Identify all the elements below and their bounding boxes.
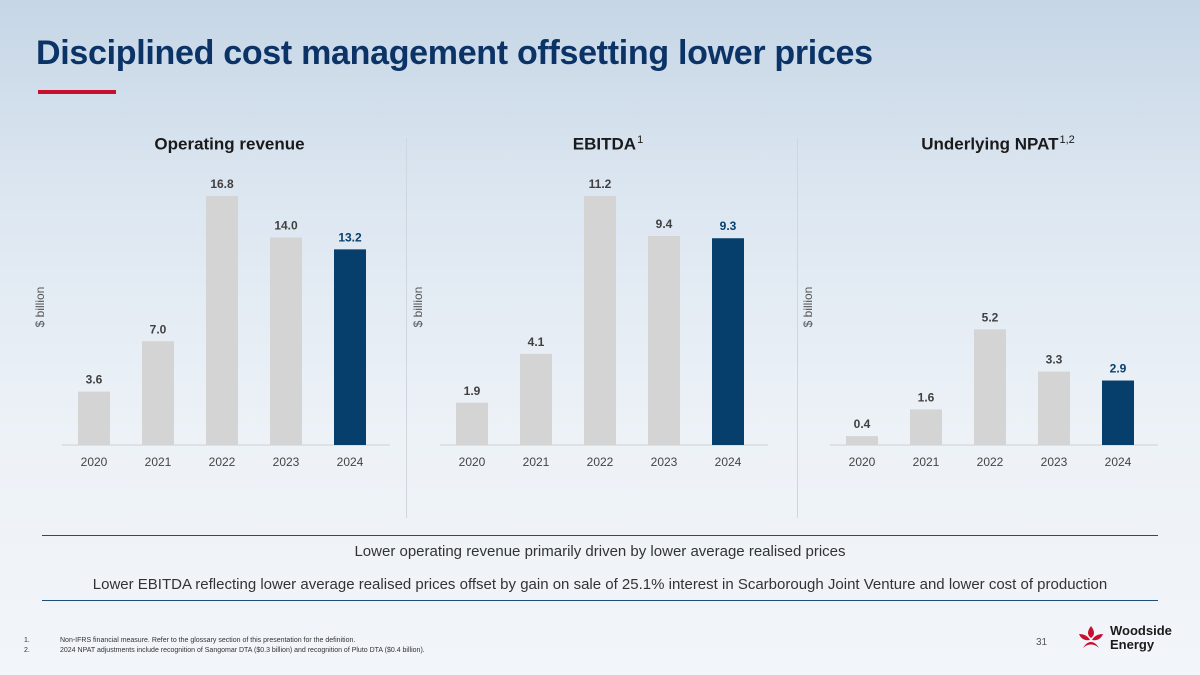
x-tick-label-2023: 2023 [1041,455,1068,469]
data-label-2023: 3.3 [1046,353,1063,367]
x-tick-label-2021: 2021 [523,455,550,469]
ebitda-chart: EBITDA1 $ billion 1.9 2020 4.1 2021 11.2 2022… [411,130,798,470]
bar-2020 [78,391,110,445]
data-label-2021: 4.1 [528,335,545,349]
data-label-2022: 11.2 [589,177,612,191]
x-tick-label-2020: 2020 [849,455,876,469]
data-label-2023: 9.4 [656,217,673,231]
bar-2021 [520,353,552,445]
data-label-2024: 2.9 [1110,362,1127,376]
x-tick-label-2024: 2024 [1105,455,1132,469]
bar-2023 [648,236,680,445]
panel-divider [797,138,798,518]
operating-revenue-chart: Operating revenue $ billion 3.6 2020 7.0 20… [33,130,420,470]
bar-2022 [974,329,1006,445]
chart-title: Underlying NPAT1,2 [921,134,1075,154]
notes-bottom-rule [42,600,1158,601]
data-label-2024: 9.3 [720,219,737,233]
x-tick-label-2023: 2023 [651,455,678,469]
bar-2022 [584,196,616,445]
footnote: 2. 2024 NPAT adjustments include recognit… [24,647,425,654]
data-label-2020: 1.9 [464,384,481,398]
panel-divider [406,138,407,518]
data-label-2021: 1.6 [918,390,935,404]
bar-chart-svg: 3.6 2020 7.0 2021 16.8 2022 14.0 2023 13.2 2024 [62,177,390,469]
bar-2024 [712,238,744,445]
woodside-logo-icon [1079,626,1103,648]
page-number: 31 [1036,637,1048,648]
bar-2021 [910,409,942,445]
data-label-2020: 0.4 [854,417,871,431]
x-tick-label-2022: 2022 [209,455,236,469]
x-tick-label-2021: 2021 [913,455,940,469]
bar-2024 [334,249,366,445]
data-label-2023: 14.0 [274,219,298,233]
x-tick-label-2024: 2024 [715,455,742,469]
bar-2023 [1038,371,1070,445]
bar-2022 [206,196,238,445]
underlying-npat-chart: Underlying NPAT1,2 $ billion 0.4 2020 1.6 2… [801,130,1188,470]
data-label-2022: 5.2 [982,310,999,324]
commentary-revenue: Lower operating revenue primarily driven… [354,543,846,560]
title-underline [38,90,116,94]
company-logo: Woodside Energy [1076,624,1172,652]
x-tick-label-2021: 2021 [145,455,172,469]
bar-2024 [1102,380,1134,445]
bar-2020 [456,402,488,445]
footnotes: 1. Non-IFRS financial measure. Refer to t… [24,636,425,656]
chart-title: Operating revenue [154,134,305,154]
data-label-2024: 13.2 [338,230,362,244]
x-tick-label-2023: 2023 [273,455,300,469]
page-title: Disciplined cost management offsetting l… [36,34,873,72]
bar-chart-svg: 0.4 2020 1.6 2021 5.2 2022 3.3 2023 2.9 2024 [830,310,1158,469]
data-label-2020: 3.6 [86,373,103,387]
logo-wordmark: Woodside Energy [1110,623,1172,652]
footnote: 1. Non-IFRS financial measure. Refer to t… [24,637,356,644]
x-tick-label-2020: 2020 [81,455,108,469]
data-label-2022: 16.8 [210,177,234,191]
x-tick-label-2022: 2022 [587,455,614,469]
x-tick-label-2022: 2022 [977,455,1004,469]
data-label-2021: 7.0 [150,322,167,336]
x-tick-label-2020: 2020 [459,455,486,469]
commentary-ebitda: Lower EBITDA reflecting lower average re… [92,576,1108,593]
bar-2023 [270,237,302,445]
x-tick-label-2024: 2024 [337,455,364,469]
notes-top-rule [42,535,1158,536]
bar-2021 [142,341,174,445]
bar-2020 [846,436,878,445]
chart-title: EBITDA1 [572,134,644,154]
bar-chart-svg: 1.9 2020 4.1 2021 11.2 2022 9.4 2023 9.3 2024 [440,177,768,469]
